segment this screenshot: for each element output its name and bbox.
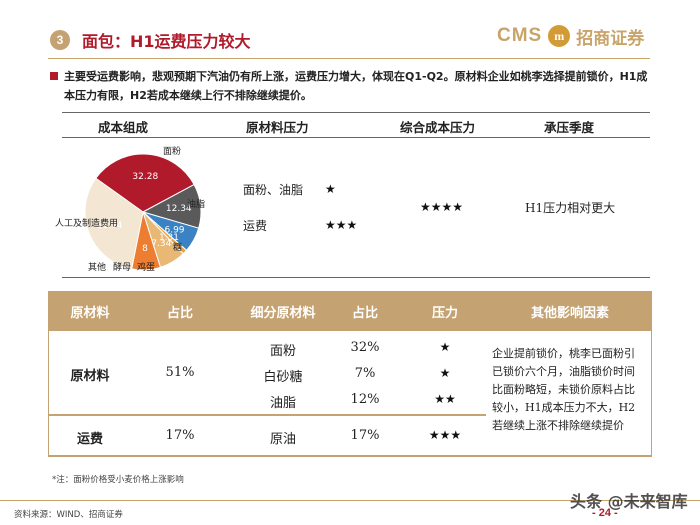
table2-sub-sugar: 白砂糖 <box>263 370 303 385</box>
logo-cms-text: CMS <box>497 25 543 46</box>
table2-bottom-border <box>48 455 652 457</box>
table2-sub-sugar-stars: ★ <box>439 366 451 380</box>
table1-row-freight: 运费 <box>243 219 268 233</box>
table2-sub-sugar-share: 7% <box>354 366 376 381</box>
table1-row-flour-oil-stars: ★ <box>325 182 336 196</box>
table2-header-sub-share: 占比 <box>351 306 378 321</box>
table1-top-rule <box>62 112 650 113</box>
table1-header-rule <box>62 137 650 138</box>
table2-group-freight: 运费 <box>76 432 103 447</box>
table2-group-raw-material: 原材料 <box>70 369 110 384</box>
table2-header-bar <box>48 291 652 331</box>
pie-value-6: 31.74 <box>97 221 123 231</box>
table2-left-border <box>48 331 49 455</box>
table1-header-season: 承压季度 <box>544 120 595 135</box>
table2-sub-oil: 油脂 <box>269 396 296 411</box>
pie-label-egg: 鸡蛋 <box>137 261 155 273</box>
pie-value-3: 1.31 <box>159 233 179 243</box>
table2-sub-oil-stars: ★★ <box>434 392 456 406</box>
pie-value-1: 12.34 <box>166 204 192 214</box>
table1-header-combined: 综合成本压力 <box>400 120 476 135</box>
table2-header-share: 占比 <box>166 306 193 321</box>
table2-other-factors-note: 企业提前锁价，桃李已面粉引已锁价六个月，油脂锁价时间比面粉略短，未锁价原料占比较… <box>492 347 636 432</box>
pie-label-sugar: 糖 <box>173 241 182 253</box>
table2-sub-crude-oil-share: 17% <box>350 428 380 443</box>
pie-label-labor: 人工及制造费用 <box>55 217 118 229</box>
pie-label-other: 其他 <box>88 261 106 273</box>
pie-value-4: 7.34 <box>151 239 171 249</box>
pie-value-2: 6.99 <box>164 225 184 235</box>
table2-right-border <box>651 331 652 455</box>
logo-cn-text: 招商证券 <box>576 28 645 49</box>
table1-row-flour-oil: 面粉、油脂 <box>243 183 304 197</box>
page-number: - 24 - <box>592 507 618 519</box>
summary-text: 主要受运费影响，悲观预期下汽油仍有所上涨，运费压力增大，体现在Q1-Q2。原材料… <box>64 70 648 102</box>
company-logo: CMS m 招商证券 <box>497 21 644 51</box>
table2-group-divider <box>48 414 486 416</box>
pie-slices <box>84 153 202 271</box>
table1-combined-stars: ★★★★ <box>420 200 464 214</box>
table2-sub-flour: 面粉 <box>269 344 296 359</box>
table2-sub-crude-oil-stars: ★★★ <box>428 428 462 442</box>
table2-sub-flour-share: 32% <box>350 340 380 355</box>
pie-label-flour: 面粉 <box>163 145 181 157</box>
table1-season-text: H1压力相对更大 <box>525 201 616 215</box>
pie-value-5: 8 <box>142 244 148 254</box>
logo-seal-icon: m <box>548 25 571 47</box>
pie-value-labels: 32.28 12.34 6.991.317.348 31.74 <box>97 172 192 254</box>
footer-divider <box>0 500 700 501</box>
bullet-square-icon <box>50 72 58 80</box>
table2-header-other-factors: 其他影响因素 <box>530 306 609 321</box>
table2-sub-crude-oil: 原油 <box>269 432 296 447</box>
table2-sub-flour-stars: ★ <box>439 340 451 354</box>
pie-label-yeast: 酵母 <box>113 262 131 273</box>
page-title: 面包：H1运费压力较大 <box>82 32 251 51</box>
table1-header-material: 原材料压力 <box>246 120 309 135</box>
pie-slice-6 <box>84 177 144 270</box>
header-divider <box>48 58 650 59</box>
table2-sub-oil-share: 12% <box>350 392 380 407</box>
table2-group-raw-share: 51% <box>165 365 195 380</box>
source-text: 资料来源：WIND、招商证券 <box>14 510 123 520</box>
watermark-text: 头条 @未来智库 <box>570 492 688 511</box>
table2-group-freight-share: 17% <box>165 428 195 443</box>
table1-row-freight-stars: ★★★ <box>325 218 358 232</box>
table2-header-material: 原材料 <box>70 306 110 321</box>
table2-header-sub-material: 细分原材料 <box>250 306 316 321</box>
footnote: *注：面粉价格受小麦价格上涨影响 <box>52 475 184 485</box>
table1-header-cost: 成本组成 <box>98 120 149 135</box>
table1-bottom-rule <box>62 277 650 278</box>
section-number-badge: 3 <box>50 30 70 50</box>
pie-label-oil: 油脂 <box>187 198 205 210</box>
pie-value-0: 32.28 <box>132 172 158 182</box>
table2-header-pressure: 压力 <box>431 306 458 321</box>
